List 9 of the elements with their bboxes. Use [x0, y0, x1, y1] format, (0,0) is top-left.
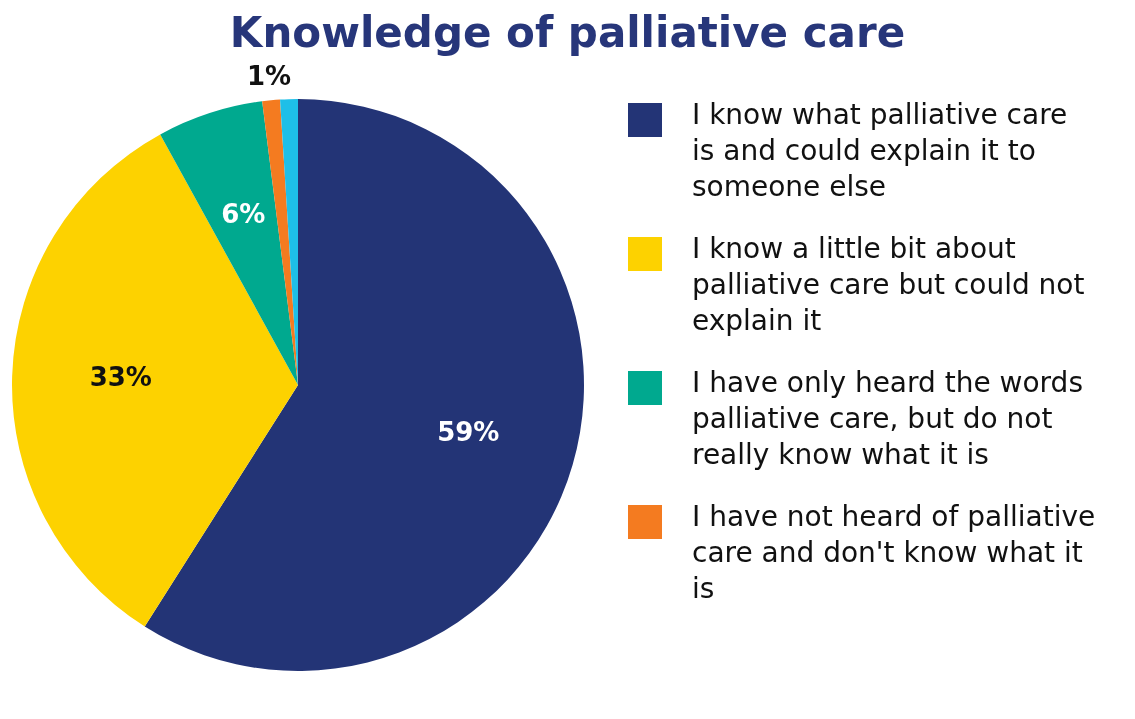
legend-label: I have only heard the words palliative care, but do not really know what it is [692, 365, 1084, 473]
chart-title: Knowledge of palliative care [228, 8, 907, 57]
legend-label: I have not heard of palliative care and don't know what it is [692, 499, 1097, 607]
data-label: 33% [89, 362, 152, 393]
data-label: 59% [437, 417, 500, 448]
legend-label: I know what palliative care is and could explain it to someone else [692, 97, 1069, 205]
data-label: 6% [221, 199, 266, 230]
legend-label: I know a little bit about palliative care but could not explain it [692, 231, 1086, 339]
data-label: 1% [246, 61, 292, 92]
